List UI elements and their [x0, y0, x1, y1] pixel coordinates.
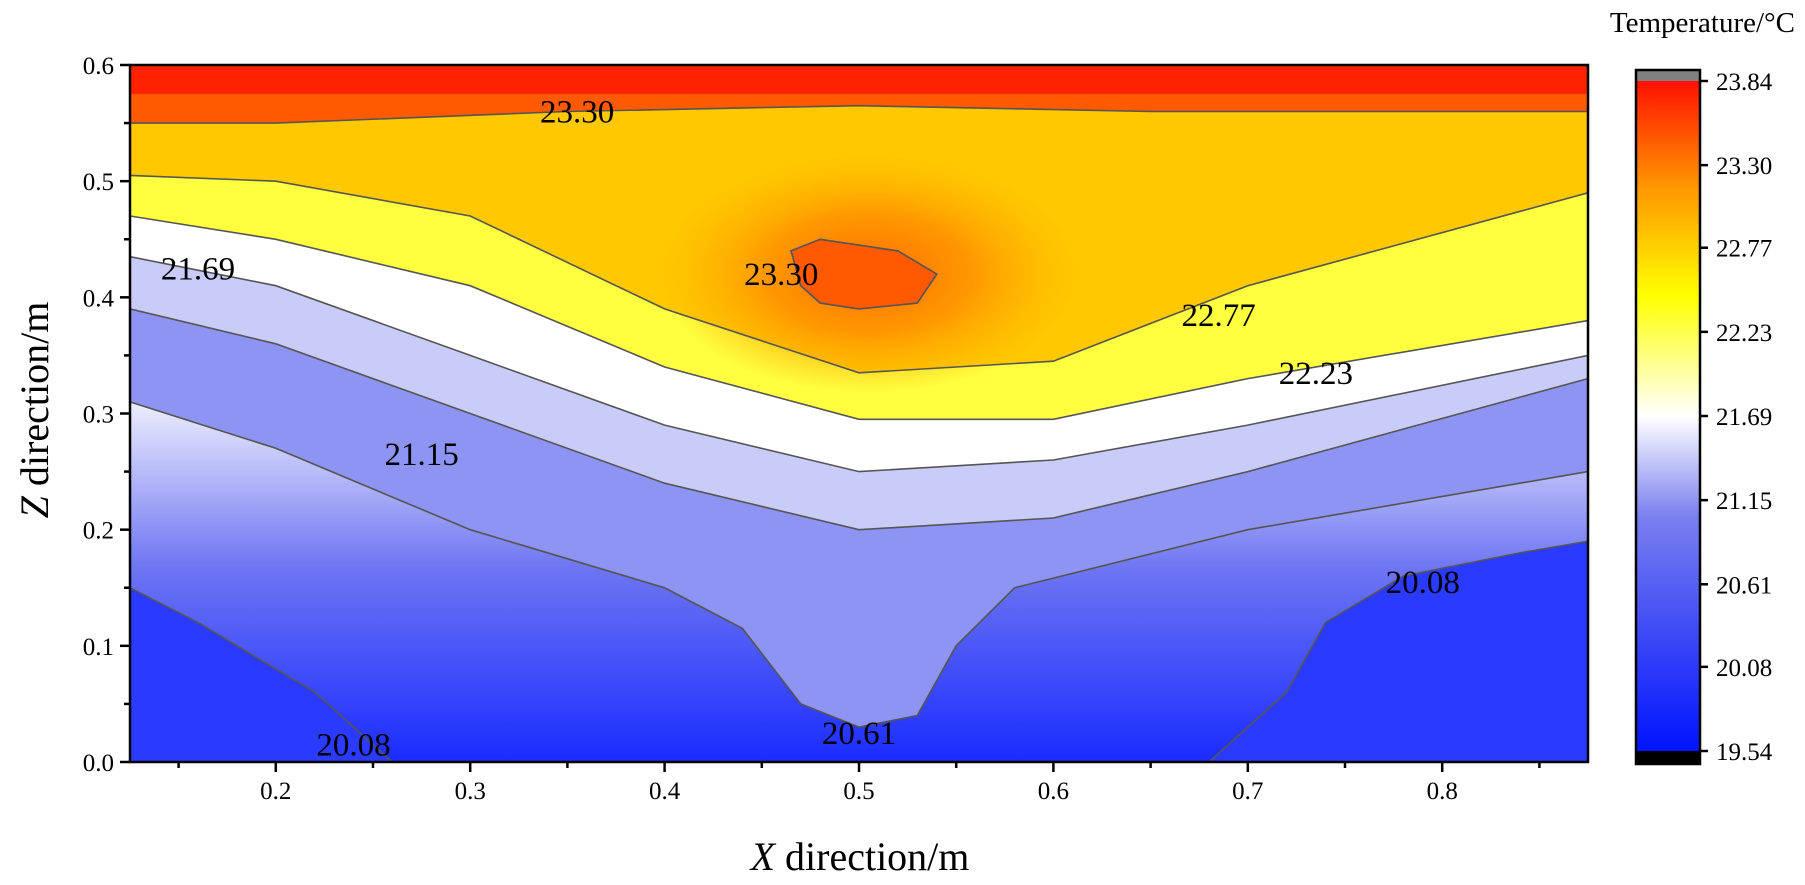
- contour-line-22-23: [130, 215, 1588, 421]
- colorbar-tick-label: 23.84: [1716, 69, 1773, 96]
- x-tick-label: 0.3: [455, 778, 486, 805]
- x-axis-title: X direction/m: [749, 834, 970, 879]
- colorbar: 19.54 20.08 20.61 21.15 21.69 22.23 22.77 23.30…: [1610, 7, 1795, 766]
- contour-line-20-08: [1208, 540, 1588, 762]
- colorbar-tick-label: 21.15: [1716, 488, 1772, 515]
- band-below-20-08-right: [1208, 541, 1588, 762]
- x-tick-label: 0.4: [649, 778, 681, 805]
- y-tick-label: 0.4: [83, 285, 115, 312]
- x-tick-label: 0.6: [1038, 778, 1069, 805]
- colorbar-bottom-cap: [1636, 751, 1700, 764]
- contour-line-20-08: [130, 587, 393, 762]
- colorbar-tick-label: 22.23: [1716, 320, 1772, 347]
- contour-label-22-77: 22.77: [1182, 298, 1256, 334]
- contour-line-23-30: [790, 238, 938, 310]
- contour-label-20-08: 20.08: [316, 728, 390, 764]
- contour-line-22-77: [130, 174, 1588, 374]
- contour-line-21-15: [130, 308, 1588, 531]
- plot-area: 20.08 20.08 20.61 21.15 21.69 22.23 22.77 23.30…: [130, 65, 1588, 764]
- x-tick-label: 0.8: [1427, 778, 1458, 805]
- x-tick-label: 0.5: [843, 778, 874, 805]
- y-tick-label: 0.0: [83, 750, 114, 777]
- contour-label-22-23: 22.23: [1279, 356, 1353, 392]
- colorbar-tick-label: 23.30: [1716, 153, 1772, 180]
- contour-label-20-61: 20.61: [822, 716, 896, 752]
- contour-line-23-30: [130, 104, 1588, 124]
- band-inside-23-30: [791, 239, 937, 309]
- y-tick-label: 0.5: [83, 169, 114, 196]
- colorbar-tick-label: 19.54: [1716, 739, 1773, 766]
- y-tick-label: 0.2: [83, 518, 114, 545]
- contour-label-23-30: 23.30: [540, 94, 614, 130]
- field-shapes: [130, 65, 1588, 762]
- contour-line-20-61: [130, 401, 1588, 728]
- colorbar-tick-label: 20.61: [1716, 572, 1772, 599]
- contour-label-21-69: 21.69: [161, 251, 235, 287]
- colorbar-gradient: [1636, 81, 1700, 751]
- y-axis-title: Z direction/m: [12, 302, 57, 519]
- colorbar-tick-label: 20.08: [1716, 655, 1772, 682]
- contour-label-20-08: 20.08: [1386, 565, 1460, 601]
- colorbar-ticks: 19.54 20.08 20.61 21.15 21.69 22.23 22.77 23.30…: [1700, 69, 1773, 766]
- contour-label-21-15: 21.15: [384, 437, 458, 473]
- band-top-hot: [130, 65, 1588, 95]
- band-below-20-08-left: [130, 587, 393, 762]
- y-tick-label: 0.6: [83, 53, 114, 80]
- contour-line-21-69: [130, 255, 1588, 473]
- contour-label-23-30: 23.30: [744, 257, 818, 293]
- x-tick-label: 0.2: [260, 778, 291, 805]
- y-axis: 0.0 0.1 0.2 0.3 0.4 0.5 0.6: [83, 53, 130, 777]
- contour-labels: 20.08 20.08 20.61 21.15 21.69 22.23 22.77 23.30…: [161, 94, 1460, 764]
- y-tick-label: 0.3: [83, 402, 114, 429]
- colorbar-title: Temperature/°C: [1610, 7, 1795, 39]
- y-tick-label: 0.1: [83, 634, 114, 661]
- x-tick-label: 0.7: [1232, 778, 1263, 805]
- colorbar-tick-label: 21.69: [1716, 404, 1772, 431]
- contour-lines: [130, 104, 1588, 762]
- x-axis: 0.2 0.3 0.4 0.5 0.6 0.7 0.8: [177, 762, 1541, 805]
- colorbar-tick-label: 22.77: [1716, 236, 1772, 263]
- colorbar-top-cap: [1636, 70, 1700, 81]
